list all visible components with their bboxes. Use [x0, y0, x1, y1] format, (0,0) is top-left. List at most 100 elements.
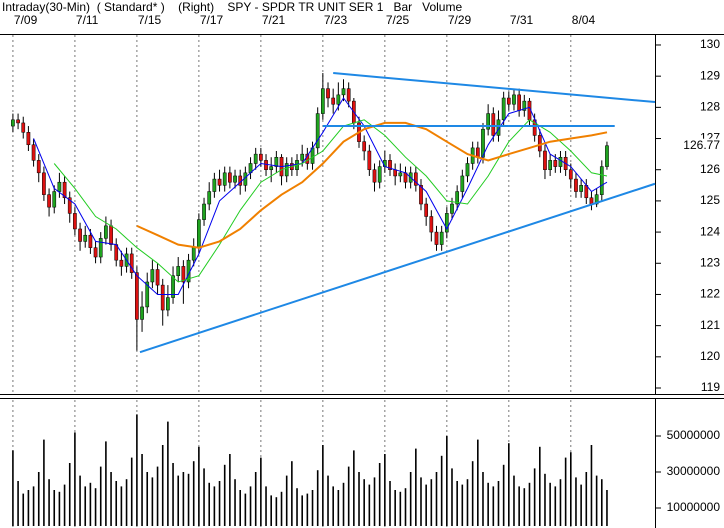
volume-bar	[301, 495, 303, 526]
candle-body	[145, 281, 150, 308]
volume-bar	[37, 472, 40, 526]
candle-body	[181, 266, 186, 283]
volume-bar	[110, 472, 112, 526]
candle-body	[346, 88, 351, 102]
volume-bar	[136, 414, 138, 526]
volume-bar	[161, 445, 164, 526]
y-tick-label: 129	[700, 68, 720, 82]
candle-body	[558, 156, 563, 167]
volume-bar	[203, 468, 205, 526]
candle-body	[98, 238, 103, 258]
volume-bar	[223, 464, 226, 526]
candle-body	[605, 145, 609, 167]
candle-body	[517, 94, 521, 111]
volume-bar	[79, 475, 81, 526]
volume-bar	[32, 486, 35, 526]
x-tick-label: 7/25	[386, 13, 410, 27]
candle-body	[537, 135, 542, 152]
candle-body	[455, 191, 460, 205]
volume-bar	[404, 488, 407, 526]
candle-body	[259, 153, 263, 161]
volume-bar	[461, 484, 464, 526]
volume-bar	[544, 473, 546, 526]
candle-body	[150, 269, 155, 283]
candle-body	[16, 119, 20, 124]
candle-body	[42, 172, 46, 195]
volume-bar	[192, 461, 195, 526]
volume-bar	[105, 441, 107, 526]
volume-bar	[384, 454, 386, 526]
candle-body	[109, 225, 113, 245]
candle-body	[589, 197, 594, 205]
candle-body	[398, 172, 403, 177]
y-tick-label: 125	[700, 193, 720, 207]
candle-body	[336, 94, 341, 105]
candle-body	[264, 160, 268, 170]
volume-bar	[120, 486, 123, 526]
volume-bar	[306, 493, 309, 526]
candle-body	[481, 128, 485, 158]
candle-body	[568, 169, 573, 180]
candle-body	[269, 166, 274, 170]
volume-bar	[99, 466, 102, 526]
volume-bar	[84, 486, 87, 526]
candle-body	[465, 163, 470, 177]
y-tick-label: 126	[700, 162, 720, 176]
candle-body	[176, 266, 181, 276]
volume-bar	[285, 475, 288, 526]
volume-bar	[425, 484, 427, 526]
volume-bar	[539, 446, 541, 526]
x-tick-label: 7/15	[138, 13, 162, 27]
candle-body	[367, 150, 372, 170]
candle-body	[331, 97, 336, 105]
candle-body	[377, 166, 382, 183]
volume-bar	[43, 439, 45, 526]
candle-body	[315, 113, 320, 149]
candle-body	[171, 275, 175, 298]
volume-bar	[575, 477, 577, 526]
volume-bar	[63, 484, 66, 526]
chart-header: Intraday(30-Min) ( Standard* ) (Right) S…	[2, 0, 462, 14]
x-tick-label: 7/31	[510, 13, 534, 27]
candle-body	[501, 97, 506, 121]
volume-bar	[115, 481, 118, 526]
x-tick-label: 8/04	[572, 13, 596, 27]
volume-bar	[378, 463, 381, 526]
candle-body	[372, 169, 377, 183]
candle-body	[419, 185, 423, 205]
candle-body	[475, 147, 480, 158]
volume-bar	[595, 475, 598, 526]
trend-line	[139, 182, 656, 354]
y-tick-label: 128	[700, 100, 720, 114]
volume-bar	[198, 446, 200, 526]
y-tick-label: 30000000	[667, 464, 721, 478]
candle-body	[119, 259, 124, 267]
volume-bar	[130, 457, 133, 526]
candle-body	[321, 88, 325, 114]
volume-bar	[451, 468, 453, 526]
volume-bar	[389, 481, 391, 526]
candle-body	[88, 234, 93, 248]
candle-body	[393, 169, 398, 177]
y-tick-label: 50000000	[667, 428, 721, 442]
candle-body	[73, 213, 77, 230]
candle-body	[284, 163, 289, 177]
volume-bar	[487, 482, 489, 526]
volume-bar	[342, 482, 345, 526]
candle-body	[486, 113, 491, 130]
candle-body	[450, 203, 454, 214]
volume-bar	[254, 472, 257, 526]
volume-bar	[430, 479, 433, 526]
candle-body	[212, 178, 217, 192]
candle-body	[21, 122, 26, 133]
candle-body	[506, 97, 511, 105]
volume-bar	[353, 450, 355, 526]
candle-body	[341, 88, 346, 96]
volume-bar	[89, 482, 92, 526]
volume-bar	[234, 479, 236, 526]
candle-body	[594, 194, 599, 205]
y-tick-label: 123	[700, 255, 720, 269]
candle-body	[140, 306, 144, 320]
candle-body	[522, 100, 527, 111]
x-tick-label: 7/09	[14, 13, 38, 27]
